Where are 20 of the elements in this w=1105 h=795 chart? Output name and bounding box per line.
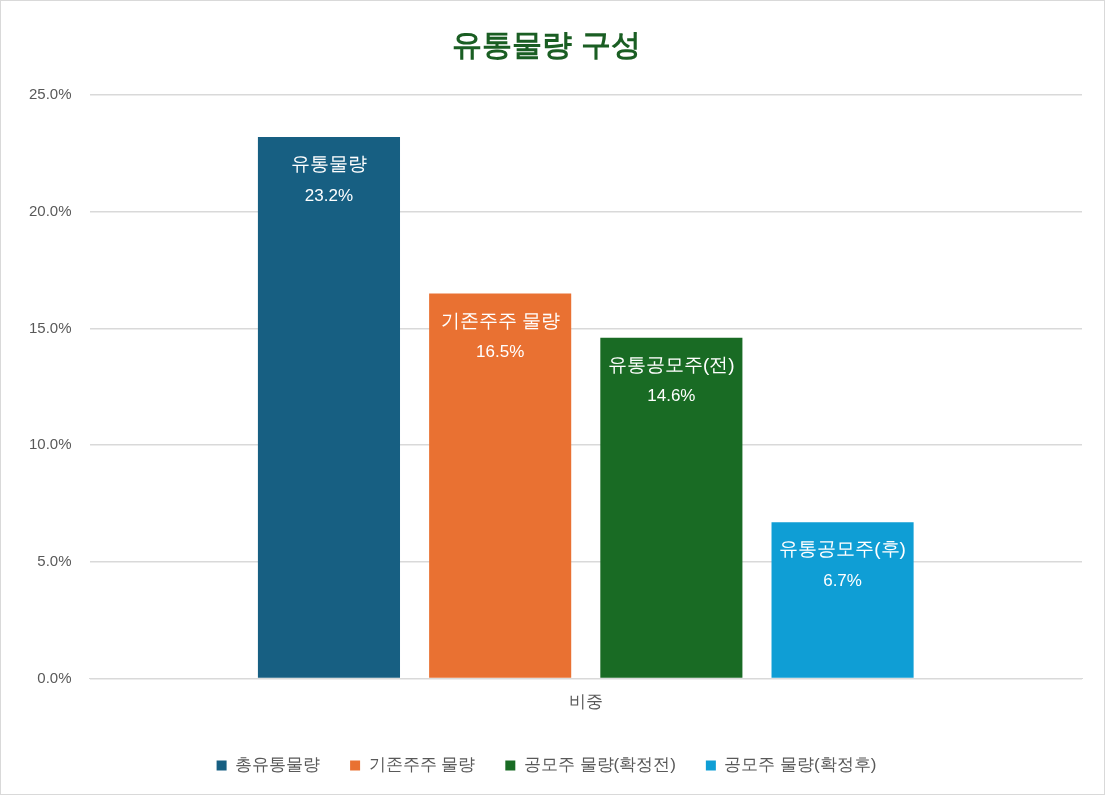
legend-label: 공모주 물량(확정전): [523, 755, 676, 775]
legend-label: 기존주주 물량: [368, 755, 476, 775]
legend-label: 공모주 물량(확정후): [724, 755, 877, 775]
bar: [257, 137, 401, 678]
y-tick-label: 0.0%: [37, 668, 72, 686]
bar: [600, 337, 743, 678]
data-label: 유통공모주(전) 14.6%: [608, 354, 735, 406]
bar: [429, 293, 572, 678]
y-tick-label: 20.0%: [28, 201, 72, 219]
x-tick-label: 비중: [568, 692, 603, 712]
data-label: 유통물량 23.2%: [290, 153, 367, 205]
legend-label: 총유통물량: [235, 755, 321, 775]
chart-title: 유통물량 구성: [452, 28, 641, 62]
y-tick-label: 15.0%: [28, 318, 72, 336]
y-tick-label: 25.0%: [28, 85, 72, 103]
data-label: 유통공모주(후) 6.7%: [779, 538, 906, 590]
data-label: 기존주주 물량 16.5%: [440, 309, 560, 362]
bar: [771, 522, 914, 678]
y-tick-label: 10.0%: [28, 435, 72, 453]
y-tick-label: 5.0%: [37, 552, 72, 570]
